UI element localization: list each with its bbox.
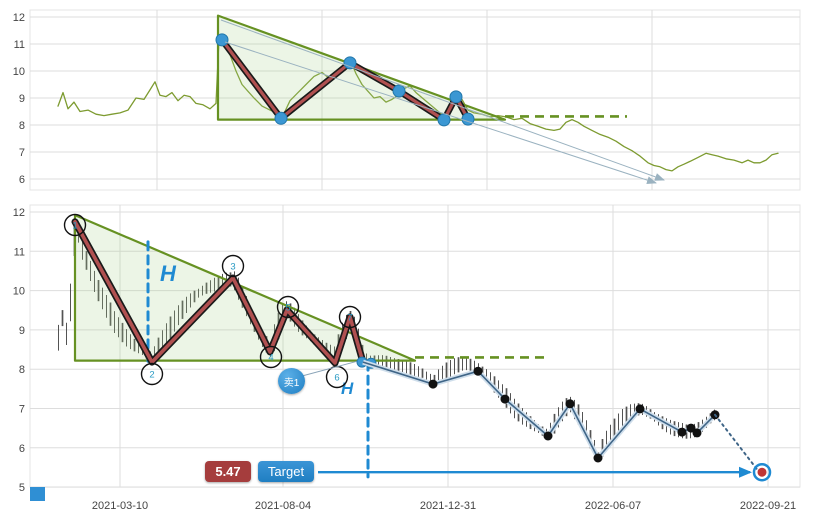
- projection-arrow: [224, 41, 657, 185]
- swing-dot[interactable]: [500, 394, 510, 404]
- top-pivot-dot[interactable]: [274, 111, 288, 125]
- sell-badge-connector: [301, 360, 358, 377]
- swing-dot[interactable]: [593, 453, 603, 463]
- bottom-y-axis-label: 12: [13, 207, 25, 219]
- pivot-number: 1: [72, 221, 77, 232]
- pivot-number: 4: [268, 353, 273, 364]
- projection-arrow: [220, 19, 665, 181]
- top-panel-border: [29, 9, 801, 191]
- pivot-number: 2: [149, 370, 154, 381]
- top-y-axis-label: 8: [19, 120, 25, 132]
- pivot-number-circle[interactable]: [140, 362, 164, 386]
- top-pivot-dot[interactable]: [215, 33, 229, 47]
- bottom-y-axis-label: 10: [13, 286, 25, 298]
- bottom-zigzag: [73, 220, 365, 365]
- pivot-number: 7: [347, 313, 352, 324]
- top-y-axis-label: 6: [19, 174, 25, 186]
- top-pivot-dot[interactable]: [449, 90, 463, 104]
- top-y-axis-label: 11: [14, 39, 25, 51]
- target-dot-ring: [752, 462, 772, 482]
- target-button[interactable]: Target: [258, 461, 314, 482]
- swing-dot[interactable]: [686, 423, 696, 433]
- projection-line: [714, 413, 759, 472]
- height-measure-label: H: [341, 379, 354, 398]
- sell-signal-badge[interactable]: 卖1: [278, 368, 305, 394]
- pivot-number-circle[interactable]: [221, 254, 245, 278]
- swing-dot[interactable]: [473, 366, 483, 376]
- target-price-badge: 5.47: [205, 461, 251, 482]
- top-pivot-dot[interactable]: [437, 113, 451, 127]
- bottom-y-axis-label: 6: [19, 443, 25, 455]
- top-y-axis-label: 10: [13, 66, 25, 78]
- pivot-number-circle[interactable]: [63, 213, 87, 237]
- pivot-number: 5: [285, 303, 290, 314]
- pivot-number-circle[interactable]: [276, 295, 300, 319]
- target-dot[interactable]: [757, 467, 767, 477]
- swing-dot[interactable]: [565, 399, 575, 409]
- bottom-triangle-pattern: [73, 214, 417, 362]
- top-y-axis-label: 12: [13, 12, 25, 24]
- top-y-axis-label: 7: [19, 147, 25, 159]
- swing-dot[interactable]: [677, 427, 687, 437]
- height-measure-label: H: [160, 261, 177, 286]
- bottom-y-axis-label: 11: [14, 246, 25, 258]
- swing-dot[interactable]: [635, 404, 645, 414]
- swing-dot[interactable]: [692, 428, 702, 438]
- swing-dot[interactable]: [428, 379, 438, 389]
- post-breakout-line-outer: [362, 359, 717, 461]
- corner-accent: [30, 487, 45, 501]
- swing-dot[interactable]: [543, 431, 553, 441]
- pivot-number-circle[interactable]: [259, 345, 283, 369]
- bottom-y-axis-label: 7: [19, 404, 25, 416]
- bottom-y-axis-label: 5: [19, 482, 25, 494]
- top-y-axis-label: 9: [19, 93, 25, 105]
- pivot-number: 6: [334, 373, 339, 384]
- bottom-y-axis-label: 8: [19, 364, 25, 376]
- pivot-number: 3: [230, 262, 235, 273]
- bottom-y-axis-label: 9: [19, 325, 25, 337]
- top-pivot-dot[interactable]: [392, 84, 406, 98]
- pivot-number-circle[interactable]: [338, 305, 362, 329]
